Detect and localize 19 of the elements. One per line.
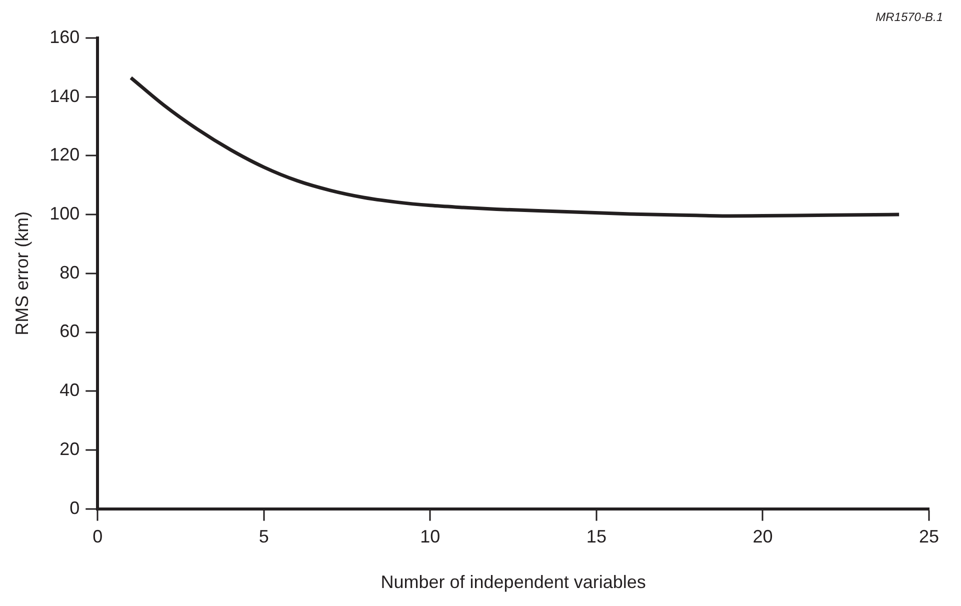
x-tick-label: 0 bbox=[92, 526, 103, 547]
y-tick-label: 120 bbox=[50, 144, 80, 165]
x-tick-label: 25 bbox=[918, 526, 940, 547]
y-tick-label: 160 bbox=[50, 26, 80, 47]
y-tick-label: 100 bbox=[50, 204, 80, 224]
x-tick-label: 10 bbox=[420, 526, 440, 547]
y-tick-label: 40 bbox=[60, 380, 80, 400]
x-tick-label: 15 bbox=[586, 526, 606, 547]
x-tick-label: 5 bbox=[258, 526, 269, 547]
y-tick-label: 140 bbox=[50, 86, 80, 106]
y-tick-label: 20 bbox=[60, 438, 80, 459]
text: MR1570-B.1 bbox=[876, 10, 943, 24]
y-tick-label: 60 bbox=[60, 321, 80, 342]
x-tick-label: 20 bbox=[752, 526, 773, 547]
line-series bbox=[129, 76, 901, 218]
x-axis-title: Number of independent variables bbox=[380, 572, 646, 592]
y-axis-title: RMS error (km) bbox=[12, 211, 32, 336]
y-tick-label: 0 bbox=[70, 498, 80, 518]
y-tick-label: 80 bbox=[60, 262, 80, 282]
